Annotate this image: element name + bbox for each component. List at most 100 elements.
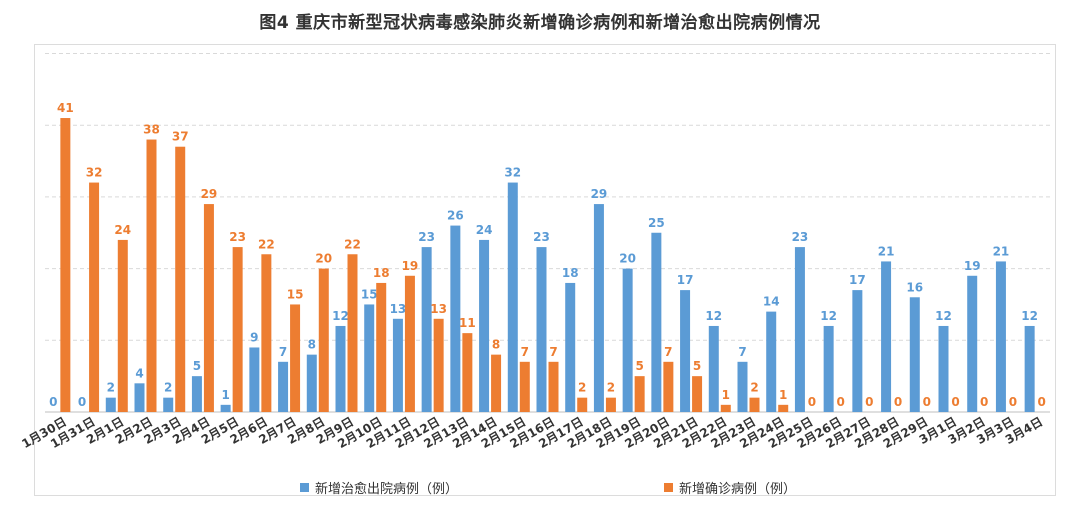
data-label-recovered: 24 <box>476 223 493 237</box>
bar-recovered <box>421 247 432 412</box>
bar-recovered <box>392 318 403 412</box>
data-label-confirmed: 19 <box>402 259 419 273</box>
bar-recovered <box>651 232 662 412</box>
bar-recovered <box>766 311 777 412</box>
bar-recovered <box>479 239 490 412</box>
data-label-confirmed: 0 <box>865 395 873 409</box>
data-label-confirmed: 24 <box>114 223 131 237</box>
data-label-confirmed: 23 <box>229 230 246 244</box>
bar-confirmed <box>692 376 703 412</box>
data-label-confirmed: 41 <box>57 101 74 115</box>
bar-confirmed <box>778 404 789 412</box>
data-label-recovered: 23 <box>792 230 809 244</box>
bar-recovered <box>708 325 719 412</box>
bar-confirmed <box>462 333 473 412</box>
data-label-recovered: 20 <box>619 252 636 266</box>
bar-recovered <box>536 247 547 412</box>
bar-confirmed <box>60 118 71 412</box>
data-label-confirmed: 38 <box>143 123 160 137</box>
data-label-recovered: 1 <box>221 388 229 402</box>
bar-confirmed <box>577 397 588 412</box>
bar-recovered <box>995 261 1006 412</box>
bar-confirmed <box>376 282 387 412</box>
bar-recovered <box>507 182 518 412</box>
bar-recovered <box>794 247 805 412</box>
bar-recovered <box>938 325 949 412</box>
bar-recovered <box>278 361 289 412</box>
data-label-recovered: 12 <box>1021 309 1038 323</box>
data-label-recovered: 5 <box>193 359 201 373</box>
data-label-confirmed: 0 <box>923 395 931 409</box>
legend-item-confirmed: 新增确诊病例（例） <box>664 478 796 497</box>
data-label-recovered: 9 <box>250 330 258 344</box>
bar-confirmed <box>519 361 530 412</box>
data-label-recovered: 29 <box>591 187 608 201</box>
legend-label-confirmed: 新增确诊病例（例） <box>679 482 797 497</box>
bar-confirmed <box>290 304 301 412</box>
data-label-confirmed: 32 <box>86 166 103 180</box>
data-label-recovered: 23 <box>418 230 435 244</box>
bar-confirmed <box>404 275 415 412</box>
data-label-recovered: 25 <box>648 216 665 230</box>
bar-confirmed <box>117 239 128 412</box>
data-label-recovered: 12 <box>820 309 837 323</box>
legend-label-recovered: 新增治愈出院病例（例） <box>315 482 459 497</box>
bar-confirmed <box>261 254 272 412</box>
data-label-confirmed: 7 <box>664 345 672 359</box>
bar-confirmed <box>318 268 329 412</box>
bar-recovered <box>967 275 978 412</box>
bar-recovered <box>680 290 691 412</box>
bar-confirmed <box>232 247 243 412</box>
data-label-recovered: 21 <box>878 244 895 258</box>
bar-confirmed <box>146 139 157 413</box>
data-label-confirmed: 2 <box>607 381 615 395</box>
plot-area-frame <box>34 44 1056 496</box>
bar-recovered <box>306 354 317 412</box>
bar-recovered <box>220 404 231 412</box>
data-label-confirmed: 0 <box>951 395 959 409</box>
data-label-confirmed: 5 <box>693 359 701 373</box>
legend-swatch-confirmed <box>664 483 673 492</box>
bar-confirmed <box>634 376 645 412</box>
bar-confirmed <box>605 397 616 412</box>
data-label-recovered: 26 <box>447 209 464 223</box>
data-label-recovered: 0 <box>78 395 86 409</box>
bar-recovered <box>565 282 576 412</box>
bar-confirmed <box>433 318 444 412</box>
data-label-confirmed: 0 <box>1037 395 1045 409</box>
data-label-confirmed: 11 <box>459 316 476 330</box>
data-label-confirmed: 0 <box>1009 395 1017 409</box>
bar-confirmed <box>749 397 760 412</box>
bar-confirmed <box>347 254 358 412</box>
data-label-confirmed: 20 <box>315 252 332 266</box>
bar-confirmed <box>203 204 214 412</box>
data-label-confirmed: 0 <box>894 395 902 409</box>
bar-recovered <box>1024 325 1035 412</box>
bar-recovered <box>593 204 604 412</box>
data-label-confirmed: 7 <box>521 345 529 359</box>
data-label-recovered: 17 <box>849 273 866 287</box>
data-label-confirmed: 7 <box>549 345 557 359</box>
data-label-recovered: 12 <box>705 309 722 323</box>
data-label-confirmed: 22 <box>344 237 361 251</box>
legend-item-recovered: 新增治愈出院病例（例） <box>300 478 458 497</box>
bar-recovered <box>249 347 260 412</box>
bar-recovered <box>909 297 920 412</box>
bar-confirmed <box>548 361 559 412</box>
data-label-recovered: 2 <box>164 381 172 395</box>
bar-recovered <box>364 304 375 412</box>
data-label-recovered: 7 <box>738 345 746 359</box>
data-label-confirmed: 1 <box>779 388 787 402</box>
data-label-recovered: 17 <box>677 273 694 287</box>
data-label-confirmed: 0 <box>836 395 844 409</box>
data-label-confirmed: 29 <box>201 187 218 201</box>
bar-recovered <box>852 290 863 412</box>
data-label-confirmed: 22 <box>258 237 275 251</box>
data-label-recovered: 2 <box>107 381 115 395</box>
data-label-recovered: 15 <box>361 287 378 301</box>
data-label-recovered: 18 <box>562 266 579 280</box>
data-label-confirmed: 15 <box>287 287 304 301</box>
bar-recovered <box>335 325 346 412</box>
data-label-confirmed: 8 <box>492 338 500 352</box>
data-label-recovered: 4 <box>135 366 143 380</box>
